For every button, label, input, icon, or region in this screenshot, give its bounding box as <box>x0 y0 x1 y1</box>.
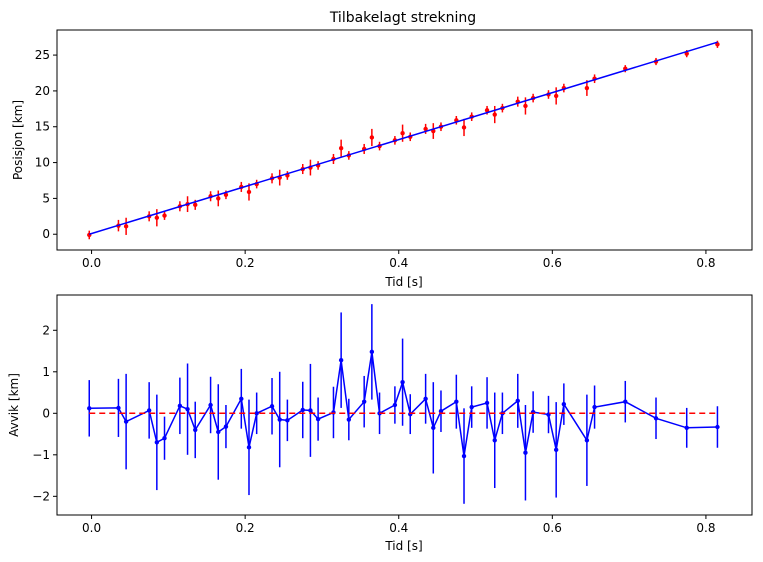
bottom-chart: 0.0 0.2 0.4 0.6 0.8 −2 −1 0 1 2 Tid [s] Avvik [km… <box>7 294 753 553</box>
data-point <box>208 402 213 408</box>
data-point <box>346 417 352 422</box>
data-point <box>484 400 490 406</box>
bottom-x-tick-label: 0.0 <box>82 521 101 535</box>
data-point <box>492 112 497 117</box>
data-point <box>492 438 497 443</box>
data-point <box>715 424 720 430</box>
bottom-y-tick-label: −2 <box>32 489 50 503</box>
data-point <box>515 398 520 404</box>
data-point <box>223 192 229 198</box>
data-point <box>653 416 659 421</box>
top-x-tick-label: 0.4 <box>389 256 408 270</box>
data-point <box>523 450 528 455</box>
data-point <box>146 408 152 413</box>
top-x-tick-label: 0.2 <box>236 256 255 270</box>
top-chart-x-axis-label: Tid [s] <box>384 275 422 289</box>
data-point <box>553 447 559 453</box>
data-point <box>684 425 689 431</box>
data-point <box>193 202 198 208</box>
data-point <box>177 403 183 409</box>
bottom-chart-y-axis-label: Avvik [km] <box>7 373 21 437</box>
data-point <box>123 419 129 424</box>
data-point <box>162 213 167 218</box>
data-point <box>400 379 405 385</box>
data-point <box>469 404 474 410</box>
data-point <box>246 445 252 450</box>
data-point <box>123 224 129 229</box>
data-point <box>623 399 628 404</box>
top-chart-title: Tilbakelagt strekning <box>329 10 476 26</box>
bottom-x-tick-label: 0.8 <box>696 521 715 535</box>
bottom-chart-ticks: 0.0 0.2 0.4 0.6 0.8 −2 −1 0 1 2 <box>32 323 715 535</box>
bottom-chart-x-axis-label: Tid [s] <box>384 539 422 553</box>
data-point <box>361 399 367 404</box>
bottom-y-tick-label: 0 <box>42 406 50 420</box>
data-point <box>592 404 597 410</box>
data-point <box>584 85 590 91</box>
top-y-tick-label: 20 <box>35 84 50 98</box>
data-point <box>438 409 444 414</box>
top-chart-frame <box>56 29 753 251</box>
data-point <box>369 349 375 355</box>
fit-line <box>89 41 718 235</box>
data-point <box>216 429 221 435</box>
data-point <box>308 408 313 413</box>
bottom-y-tick-label: −1 <box>32 448 50 462</box>
data-point <box>338 146 344 151</box>
data-point <box>285 418 290 423</box>
data-point <box>87 406 92 411</box>
top-chart: Tilbakelagt strekning 0.0 0.2 0.4 0.6 0.8 0 5 1… <box>11 10 753 289</box>
data-point <box>254 411 259 416</box>
bottom-chart-frame <box>56 294 753 516</box>
data-point <box>246 189 252 195</box>
top-chart-y-axis-label: Posisjon [km] <box>11 100 25 180</box>
top-chart-ticks: 0.0 0.2 0.4 0.6 0.8 0 5 10 15 20 25 <box>35 48 716 270</box>
bottom-chart-marks <box>87 304 720 504</box>
bottom-x-tick-label: 0.2 <box>236 521 255 535</box>
data-point <box>553 93 559 99</box>
data-point <box>154 215 160 220</box>
data-point <box>315 416 321 422</box>
data-point <box>454 399 459 404</box>
data-point <box>461 453 467 459</box>
data-point <box>162 436 167 441</box>
data-point <box>484 108 490 113</box>
bottom-x-tick-label: 0.4 <box>389 521 408 535</box>
data-point <box>431 425 436 431</box>
data-point <box>461 125 467 130</box>
data-point <box>561 401 567 407</box>
top-x-tick-label: 0.6 <box>543 256 562 270</box>
top-y-tick-label: 15 <box>35 120 50 134</box>
data-point <box>392 402 398 408</box>
data-point <box>300 407 305 413</box>
data-point <box>116 405 121 411</box>
data-point <box>423 126 428 132</box>
bottom-x-tick-label: 0.6 <box>543 521 562 535</box>
bottom-y-tick-label: 2 <box>42 323 50 337</box>
bottom-y-tick-label: 1 <box>42 365 50 379</box>
data-point <box>154 440 160 445</box>
data-point <box>369 135 375 140</box>
data-point <box>239 396 244 401</box>
top-y-tick-label: 0 <box>42 227 50 241</box>
data-point <box>523 103 528 109</box>
data-point <box>423 396 428 401</box>
data-point <box>216 196 221 201</box>
top-x-tick-label: 0.8 <box>696 256 715 270</box>
data-point <box>185 406 190 412</box>
data-point <box>277 417 282 422</box>
top-chart-marks <box>87 40 720 240</box>
data-point <box>269 404 275 409</box>
data-point <box>400 130 405 136</box>
data-point <box>193 427 198 433</box>
data-point <box>338 357 344 363</box>
top-y-tick-label: 25 <box>35 48 50 62</box>
top-x-tick-label: 0.0 <box>82 256 101 270</box>
top-y-tick-label: 10 <box>35 156 50 170</box>
top-y-tick-label: 5 <box>42 191 50 205</box>
data-point <box>584 438 590 443</box>
data-point <box>223 424 229 429</box>
